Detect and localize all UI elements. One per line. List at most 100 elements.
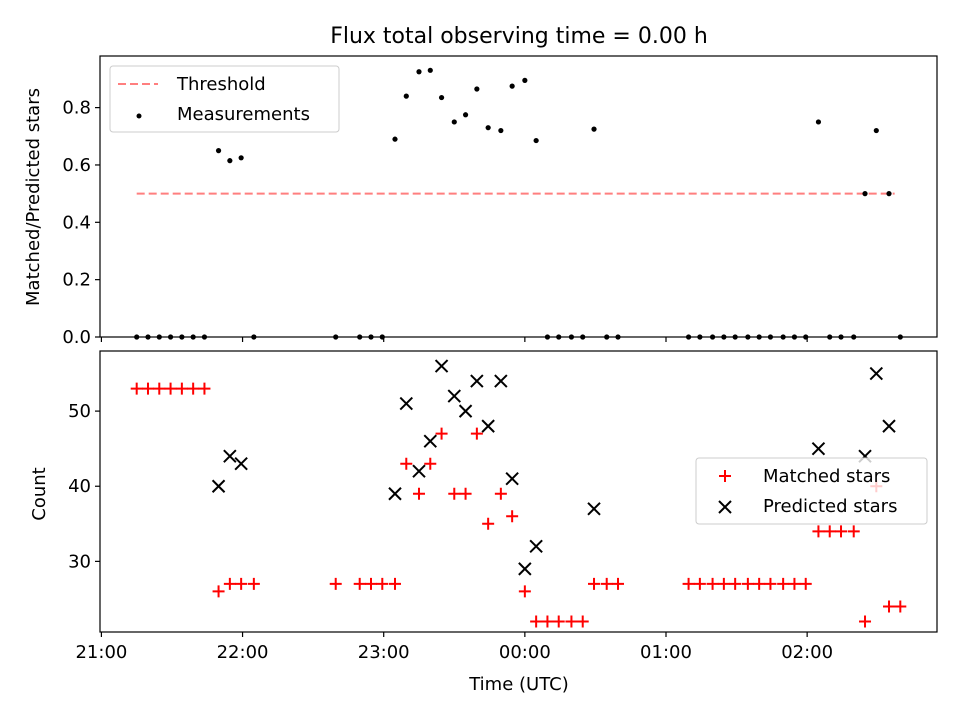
matched-stars-point: [448, 487, 461, 500]
matched-stars-point: [388, 577, 401, 590]
measurements-point: [238, 155, 244, 161]
matched-stars-point: [530, 615, 543, 628]
matched-stars-point: [130, 382, 143, 395]
ratio-y-axis-label: Matched/Predicted stars: [23, 88, 44, 306]
matched-stars-point: [847, 525, 860, 538]
matched-stars-point: [141, 382, 154, 395]
predicted-stars-point: [518, 562, 532, 576]
matched-stars-point: [198, 382, 211, 395]
predicted-stars-point: [481, 419, 495, 433]
measurements-point: [215, 148, 222, 154]
matched-stars-point: [812, 525, 825, 538]
predicted-stars-point: [211, 479, 226, 493]
predicted-stars-point: [412, 464, 426, 478]
count-axes-frame: [99, 350, 938, 633]
ratio-legend: Threshold Measurements: [109, 65, 340, 133]
count-x-tick-label: 02:00: [781, 642, 833, 663]
measurements-point: [815, 119, 822, 125]
count-legend-box: [695, 457, 928, 525]
matched-stars-point: [753, 577, 766, 590]
measurements-point: [533, 137, 539, 144]
matched-stars-point: [470, 427, 483, 440]
predicted-stars-point: [434, 359, 449, 373]
matched-stars-point: [682, 577, 695, 590]
matched-stars-point: [541, 615, 554, 628]
matched-stars-point: [153, 382, 166, 395]
matched-stars-point: [764, 577, 777, 590]
count-y-tick-label: 40: [68, 476, 91, 497]
predicted-stars-point: [458, 404, 473, 418]
matched-stars-point: [164, 382, 177, 395]
measurements-point: [427, 67, 433, 73]
ratio-y-tick-label: 0.2: [62, 270, 91, 291]
matched-stars-point: [482, 517, 495, 530]
ratio-axes-frame: [99, 55, 938, 338]
predicted-stars-point: [234, 456, 248, 471]
measurements-point: [462, 112, 469, 118]
matched-stars-point: [223, 577, 236, 590]
predicted-stars-point: [388, 487, 402, 501]
matched-legend-label: Matched stars: [763, 466, 890, 487]
predicted-stars-point: [470, 374, 484, 388]
matched-stars-point: [883, 600, 896, 613]
matched-stars-point: [212, 585, 225, 598]
figure-title: Flux total observing time = 0.00 h: [330, 24, 708, 49]
count-marks: [130, 359, 907, 628]
measurements-point: [873, 127, 879, 134]
count-legend: Matched stars Predicted stars: [695, 457, 928, 525]
matched-stars-point: [247, 577, 260, 590]
matched-stars-point: [552, 615, 565, 628]
measurements-point: [227, 158, 233, 164]
predicted-stars-point: [223, 449, 237, 463]
measurements-legend-label: Measurements: [177, 104, 310, 125]
predicted-stars-point: [494, 374, 508, 388]
ratio-y-tick-label: 0.8: [62, 98, 91, 119]
count-y-tick-label: 30: [68, 551, 91, 572]
matched-stars-point: [823, 525, 836, 538]
measurements-point: [522, 77, 528, 83]
matched-stars-point: [859, 615, 872, 628]
measurements-point: [392, 136, 398, 142]
matched-stars-point: [235, 577, 248, 590]
count-x-tick-label: 01:00: [640, 642, 692, 663]
matched-stars-point: [494, 487, 507, 500]
matched-stars-point: [706, 577, 719, 590]
predicted-stars-point: [811, 441, 826, 456]
count-y-tick-label: 50: [68, 401, 91, 422]
measurements-point: [591, 126, 597, 132]
matched-legend-swatch: [719, 470, 731, 482]
measurements-legend-swatch: [136, 113, 142, 119]
measurements-point: [886, 191, 892, 197]
predicted-stars-point: [587, 502, 601, 516]
predicted-stars-point: [869, 366, 884, 381]
predicted-legend-label: Predicted stars: [763, 496, 897, 517]
ratio-y-tick-label: 0.0: [62, 327, 91, 348]
predicted-stars-point: [529, 539, 543, 554]
matched-stars-point: [412, 487, 425, 500]
threshold-legend-label: Threshold: [176, 74, 266, 95]
matched-stars-point: [612, 577, 625, 590]
matched-stars-point: [777, 577, 790, 590]
count-y-axis-label: Count: [29, 467, 50, 520]
measurements-point: [485, 125, 491, 131]
matched-stars-point: [741, 577, 754, 590]
matched-stars-point: [518, 585, 531, 598]
count-x-tick-label: 23:00: [358, 642, 410, 663]
measurements-point: [862, 191, 868, 197]
matched-stars-point: [576, 615, 589, 628]
ratio-y-tick-label: 0.6: [62, 155, 91, 176]
measurements-point: [438, 94, 445, 101]
matched-stars-point: [459, 487, 472, 500]
measurements-point: [474, 86, 480, 92]
matched-stars-point: [400, 457, 413, 470]
matched-stars-point: [894, 600, 907, 613]
measurements-point: [451, 119, 457, 125]
matched-stars-point: [175, 382, 188, 395]
ratio-panel: 0.00.20.40.60.8 Matched/Predicted stars …: [23, 55, 938, 348]
matched-stars-point: [729, 577, 742, 590]
measurements-point: [498, 127, 504, 134]
matched-stars-point: [717, 577, 730, 590]
matched-stars-point: [353, 577, 366, 590]
predicted-stars-point: [447, 389, 461, 403]
matched-stars-point: [565, 615, 578, 628]
